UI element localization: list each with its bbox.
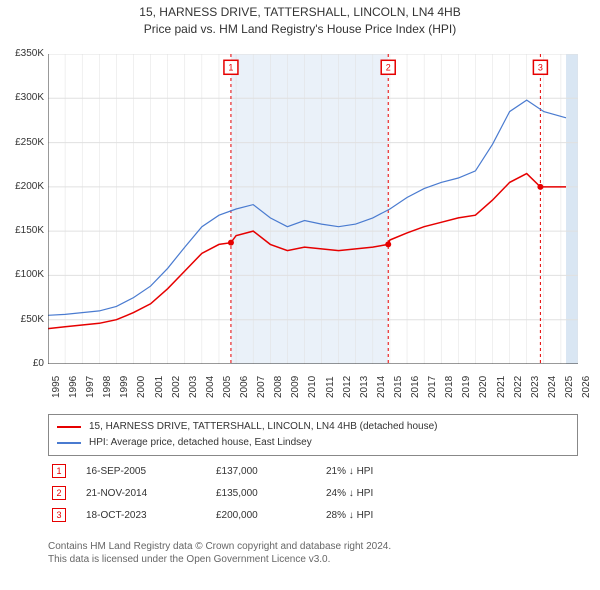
y-tick-label: £350K bbox=[0, 48, 44, 59]
events-table: 1 16-SEP-2005 £137,000 21% ↓ HPI 2 21-NO… bbox=[48, 460, 578, 526]
event-row-3: 3 18-OCT-2023 £200,000 28% ↓ HPI bbox=[48, 504, 578, 526]
x-tick-label: 1998 bbox=[102, 376, 113, 398]
footer-line-2: This data is licensed under the Open Gov… bbox=[48, 553, 578, 566]
legend-row-hpi: HPI: Average price, detached house, East… bbox=[57, 435, 569, 451]
event-price-2: £135,000 bbox=[216, 488, 326, 499]
legend-label-hpi: HPI: Average price, detached house, East… bbox=[89, 435, 312, 451]
event-price-1: £137,000 bbox=[216, 466, 326, 477]
x-tick-label: 2024 bbox=[547, 376, 558, 398]
x-tick-label: 2006 bbox=[239, 376, 250, 398]
x-tick-label: 2002 bbox=[171, 376, 182, 398]
x-tick-label: 2010 bbox=[307, 376, 318, 398]
chart-area: 1 2 3 bbox=[48, 54, 578, 364]
x-tick-label: 2007 bbox=[256, 376, 267, 398]
y-tick-label: £200K bbox=[0, 181, 44, 192]
event-marker-3: 3 bbox=[52, 508, 66, 522]
x-tick-label: 2005 bbox=[222, 376, 233, 398]
event-date-3: 18-OCT-2023 bbox=[86, 510, 216, 521]
event-price-3: £200,000 bbox=[216, 510, 326, 521]
y-tick-label: £250K bbox=[0, 137, 44, 148]
x-tick-label: 2012 bbox=[342, 376, 353, 398]
x-tick-label: 2016 bbox=[410, 376, 421, 398]
x-tick-label: 2014 bbox=[376, 376, 387, 398]
x-tick-label: 2017 bbox=[427, 376, 438, 398]
x-tick-label: 1996 bbox=[68, 376, 79, 398]
x-tick-label: 1999 bbox=[119, 376, 130, 398]
x-tick-label: 1995 bbox=[51, 376, 62, 398]
event-row-1: 1 16-SEP-2005 £137,000 21% ↓ HPI bbox=[48, 460, 578, 482]
event-delta-2: 24% ↓ HPI bbox=[326, 488, 373, 499]
y-tick-label: £50K bbox=[0, 314, 44, 325]
x-tick-label: 2001 bbox=[154, 376, 165, 398]
svg-text:2: 2 bbox=[386, 62, 391, 72]
x-tick-label: 2019 bbox=[461, 376, 472, 398]
legend-swatch-hpi bbox=[57, 442, 81, 444]
title-line-1: 15, HARNESS DRIVE, TATTERSHALL, LINCOLN,… bbox=[0, 4, 600, 21]
event-delta-1: 21% ↓ HPI bbox=[326, 466, 373, 477]
footer-line-1: Contains HM Land Registry data © Crown c… bbox=[48, 540, 578, 553]
event-row-2: 2 21-NOV-2014 £135,000 24% ↓ HPI bbox=[48, 482, 578, 504]
x-tick-label: 2021 bbox=[496, 376, 507, 398]
legend-label-property: 15, HARNESS DRIVE, TATTERSHALL, LINCOLN,… bbox=[89, 419, 437, 435]
titles: 15, HARNESS DRIVE, TATTERSHALL, LINCOLN,… bbox=[0, 0, 600, 38]
footer: Contains HM Land Registry data © Crown c… bbox=[48, 540, 578, 566]
y-tick-label: £100K bbox=[0, 269, 44, 280]
y-tick-label: £300K bbox=[0, 92, 44, 103]
event-date-2: 21-NOV-2014 bbox=[86, 488, 216, 499]
y-tick-label: £150K bbox=[0, 225, 44, 236]
svg-text:1: 1 bbox=[228, 62, 233, 72]
x-tick-label: 2015 bbox=[393, 376, 404, 398]
event-delta-3: 28% ↓ HPI bbox=[326, 510, 373, 521]
legend-row-property: 15, HARNESS DRIVE, TATTERSHALL, LINCOLN,… bbox=[57, 419, 569, 435]
title-line-2: Price paid vs. HM Land Registry's House … bbox=[0, 21, 600, 38]
legend: 15, HARNESS DRIVE, TATTERSHALL, LINCOLN,… bbox=[48, 414, 578, 456]
legend-swatch-property bbox=[57, 426, 81, 428]
event-marker-2: 2 bbox=[52, 486, 66, 500]
svg-text:3: 3 bbox=[538, 62, 543, 72]
x-tick-label: 2020 bbox=[478, 376, 489, 398]
x-tick-label: 2013 bbox=[359, 376, 370, 398]
y-tick-label: £0 bbox=[0, 358, 44, 369]
x-axis-labels: 1995 1996 1997 1998 1999 2000 2001 2002 2003 2004… bbox=[48, 366, 578, 406]
event-date-1: 16-SEP-2005 bbox=[86, 466, 216, 477]
x-tick-label: 2011 bbox=[325, 376, 336, 398]
x-tick-label: 2004 bbox=[205, 376, 216, 398]
x-tick-label: 2023 bbox=[530, 376, 541, 398]
chart-svg: 1 2 3 bbox=[48, 54, 578, 364]
x-tick-label: 2018 bbox=[444, 376, 455, 398]
x-tick-label: 2025 bbox=[564, 376, 575, 398]
x-tick-label: 2003 bbox=[188, 376, 199, 398]
x-tick-label: 2022 bbox=[513, 376, 524, 398]
x-tick-label: 2000 bbox=[136, 376, 147, 398]
x-tick-label: 2026 bbox=[581, 376, 592, 398]
chart-container: 15, HARNESS DRIVE, TATTERSHALL, LINCOLN,… bbox=[0, 0, 600, 590]
x-tick-label: 1997 bbox=[85, 376, 96, 398]
event-marker-1: 1 bbox=[52, 464, 66, 478]
x-tick-label: 2008 bbox=[273, 376, 284, 398]
x-tick-label: 2009 bbox=[290, 376, 301, 398]
